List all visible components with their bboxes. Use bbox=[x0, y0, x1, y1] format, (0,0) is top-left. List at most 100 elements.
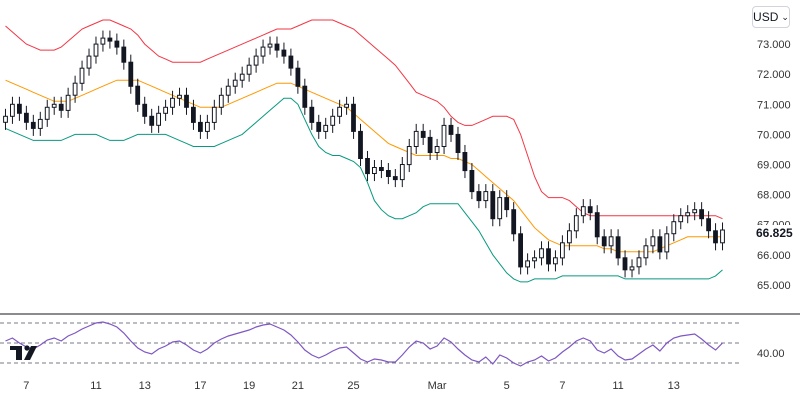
candle-down bbox=[490, 191, 496, 220]
upper-band-line bbox=[5, 19, 723, 220]
candle-down bbox=[657, 236, 663, 253]
price-tick-label: 72.000 bbox=[757, 69, 791, 81]
time-tick-label: Mar bbox=[428, 380, 447, 392]
rsi-line bbox=[5, 321, 723, 367]
candle-down bbox=[594, 212, 600, 238]
time-tick-label: 21 bbox=[292, 380, 304, 392]
candle-up bbox=[413, 130, 419, 147]
time-axis: 7 11 13 17 19 21 25 Mar 5 7 11 13 bbox=[23, 380, 680, 392]
candle-down bbox=[365, 158, 370, 175]
candle-up bbox=[260, 46, 266, 57]
candle-up bbox=[37, 118, 43, 129]
candle-up bbox=[650, 236, 656, 247]
candle-down bbox=[462, 152, 468, 172]
price-tick-label: 69.000 bbox=[757, 160, 791, 172]
candle-down bbox=[713, 230, 718, 244]
candle-up bbox=[330, 115, 336, 126]
candle-down bbox=[198, 121, 203, 132]
candle-down bbox=[518, 233, 524, 268]
price-tick-label: 70.000 bbox=[757, 129, 791, 141]
candle-up bbox=[483, 191, 489, 202]
price-axis: 73.00072.00071.00070.00069.00068.00067.0… bbox=[757, 39, 791, 292]
candle-up bbox=[3, 115, 8, 123]
candle-up bbox=[10, 103, 15, 117]
candle-up bbox=[629, 266, 635, 271]
candle-up bbox=[636, 257, 642, 268]
candle-up bbox=[225, 85, 231, 96]
candle-down bbox=[448, 124, 454, 135]
lower-band-line bbox=[5, 97, 723, 283]
last-price-label: 66.825 bbox=[754, 225, 795, 241]
candle-down bbox=[469, 170, 475, 193]
currency-selector[interactable]: USD ⌄ bbox=[752, 6, 790, 28]
candle-up bbox=[567, 230, 572, 244]
candle-up bbox=[399, 164, 405, 181]
candle-down bbox=[455, 133, 461, 153]
candlestick-series bbox=[3, 30, 725, 278]
candle-up bbox=[560, 242, 565, 259]
candle-down bbox=[191, 106, 196, 123]
candle-down bbox=[121, 46, 127, 63]
candle-down bbox=[622, 257, 628, 271]
time-tick-label: 19 bbox=[243, 380, 255, 392]
candle-up bbox=[170, 97, 175, 108]
candle-up bbox=[539, 248, 544, 259]
candle-up bbox=[177, 94, 182, 99]
candle-down bbox=[706, 218, 712, 232]
price-tick-label: 73.000 bbox=[757, 39, 791, 51]
candle-down bbox=[351, 103, 356, 132]
chevron-down-icon: ⌄ bbox=[781, 11, 789, 22]
time-tick-label: 13 bbox=[139, 380, 151, 392]
time-tick-label: 11 bbox=[612, 380, 623, 392]
candle-down bbox=[379, 167, 384, 171]
candle-up bbox=[406, 146, 412, 166]
candle-down bbox=[601, 236, 607, 247]
candle-up bbox=[211, 106, 217, 123]
candle-down bbox=[274, 43, 280, 51]
candle-up bbox=[156, 112, 161, 126]
candle-down bbox=[309, 106, 315, 123]
candle-up bbox=[253, 55, 259, 66]
price-tick-label: 65.000 bbox=[757, 280, 791, 292]
candle-down bbox=[17, 103, 22, 114]
candle-up bbox=[532, 257, 537, 262]
candle-down bbox=[30, 121, 36, 129]
candle-up bbox=[72, 82, 78, 96]
candle-up bbox=[323, 124, 329, 132]
rsi-tick-label: 40.00 bbox=[757, 348, 785, 360]
candle-down bbox=[504, 197, 510, 211]
candle-down bbox=[511, 209, 517, 235]
price-tick-label: 66.000 bbox=[757, 250, 791, 262]
candle-up bbox=[205, 121, 210, 132]
candle-up bbox=[232, 79, 238, 87]
time-tick-label: 7 bbox=[23, 380, 29, 392]
candle-up bbox=[239, 73, 245, 81]
candle-down bbox=[184, 94, 189, 108]
candle-up bbox=[434, 146, 440, 153]
candle-down bbox=[142, 103, 148, 117]
candle-up bbox=[525, 260, 531, 268]
time-tick-label: 17 bbox=[194, 380, 206, 392]
candle-up bbox=[643, 245, 649, 259]
time-tick-label: 25 bbox=[347, 380, 359, 392]
candle-down bbox=[295, 67, 301, 87]
candle-down bbox=[699, 209, 705, 220]
candle-down bbox=[587, 206, 593, 214]
price-tick-label: 71.000 bbox=[757, 99, 791, 111]
candle-down bbox=[135, 85, 141, 105]
candle-up bbox=[163, 106, 168, 114]
candle-up bbox=[93, 43, 99, 57]
currency-label: USD bbox=[753, 10, 779, 24]
candle-down bbox=[392, 176, 398, 181]
candle-down bbox=[316, 121, 322, 132]
candle-up bbox=[678, 215, 684, 223]
time-tick-label: 13 bbox=[668, 380, 680, 392]
candle-down bbox=[546, 248, 551, 265]
middle-band-line bbox=[5, 79, 723, 253]
rsi-pane: 40.00 bbox=[0, 321, 785, 367]
candle-down bbox=[476, 191, 482, 202]
candle-up bbox=[441, 124, 447, 148]
candle-down bbox=[58, 103, 64, 111]
candle-up bbox=[344, 103, 350, 108]
